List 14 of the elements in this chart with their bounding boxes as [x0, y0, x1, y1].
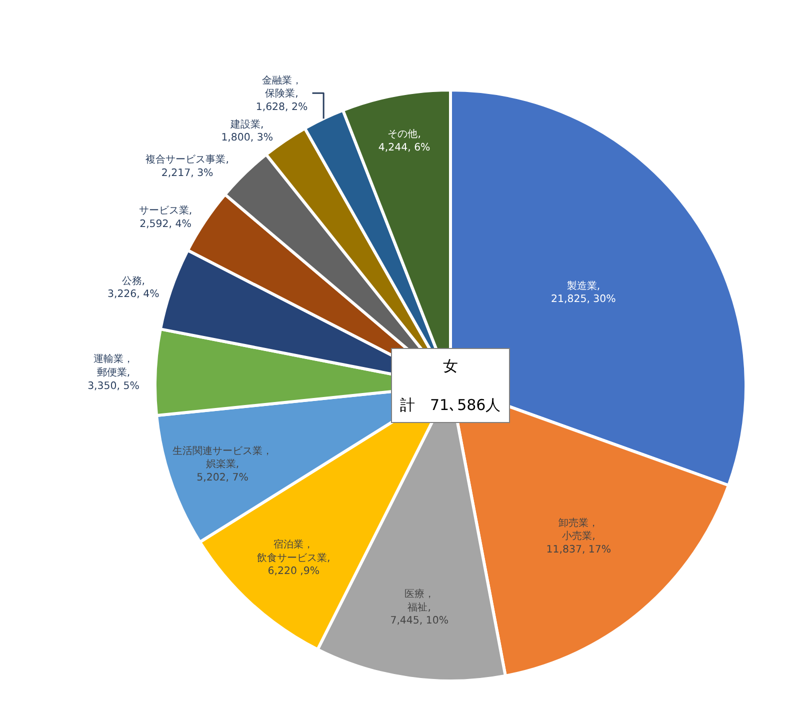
slice-label: 公務, 3,226, 4% — [107, 274, 160, 300]
slice-label: 建設業, 1,800, 3% — [221, 118, 274, 144]
slice-label: 金融業，保険業, 1,628, 2% — [256, 74, 308, 113]
slice-label: 製造業, 21,825, 30% — [551, 280, 616, 306]
slice-label: サービス業, 2,592, 4% — [138, 204, 192, 230]
slice-label: 生活関連サービス業，娯楽業, 5,202, 7% — [172, 444, 273, 484]
slice-label: 医療，福祉, 7,445, 10% — [390, 588, 449, 627]
slice-label: 宿泊業，飲食サービス業, 6,220 ,9% — [257, 538, 330, 578]
slice-label: その他, 4,244, 6% — [378, 128, 431, 154]
text: 女 — [442, 357, 458, 375]
slice-label: 複合サービス事業, 2,217, 3% — [146, 154, 229, 179]
text: 計 71､586人 — [400, 396, 501, 414]
slice-label: 運輸業，郵便業, 3,350, 5% — [88, 353, 140, 392]
slice-label: 卸売業，小売業, 11,837, 17% — [546, 516, 612, 556]
